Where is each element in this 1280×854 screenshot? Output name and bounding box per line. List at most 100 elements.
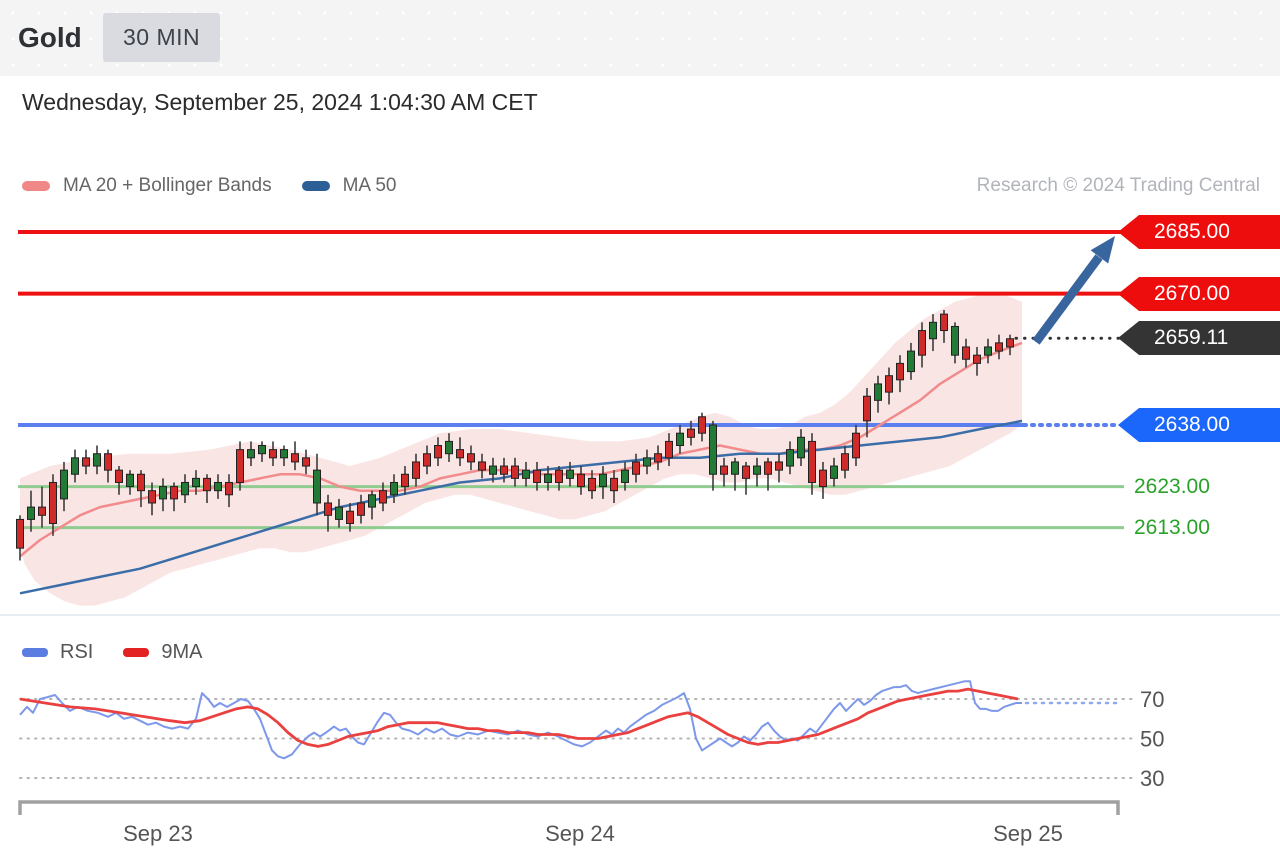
candle-body — [654, 453, 662, 463]
candle-body — [412, 461, 420, 479]
x-axis-date-label: Sep 24 — [545, 821, 615, 846]
candle-body — [258, 445, 266, 455]
candle-body — [621, 469, 629, 483]
candle-body — [27, 506, 35, 520]
candle-body — [995, 342, 1003, 352]
candle-body — [852, 432, 860, 459]
top-bar: Gold 30 MIN — [0, 0, 1280, 76]
x-axis-date-label: Sep 25 — [993, 821, 1063, 846]
candle-body — [918, 330, 926, 356]
candle-body — [368, 494, 376, 508]
candle-body — [49, 481, 57, 525]
candle-body — [390, 481, 398, 496]
candle-body — [973, 354, 981, 364]
candle-body — [885, 375, 893, 393]
candle-body — [60, 469, 68, 500]
candle-body — [434, 445, 442, 459]
candle-body — [346, 510, 354, 525]
candle-body — [170, 486, 178, 500]
candle-body — [830, 465, 838, 479]
candle-body — [599, 473, 607, 488]
up-arrow-head-icon — [1090, 236, 1115, 264]
candle-body — [126, 473, 134, 488]
x-axis-bracket — [18, 800, 1120, 815]
candle-body — [302, 457, 310, 467]
candle-body — [808, 440, 816, 483]
candle-body — [115, 469, 123, 483]
candle-body — [588, 477, 596, 492]
candle-body — [940, 313, 948, 332]
rsi-tick-label: 50 — [1140, 727, 1164, 752]
candle-body — [863, 395, 871, 422]
candle-body — [203, 477, 211, 492]
candle-body — [247, 449, 255, 459]
rsi-swatch-icon — [22, 648, 48, 657]
x-axis-date-label: Sep 23 — [123, 821, 193, 846]
candle-body — [874, 383, 882, 401]
candle-body — [555, 469, 563, 483]
candle-body — [533, 469, 541, 483]
candle-body — [676, 432, 684, 447]
candle-body — [401, 473, 409, 488]
rsi-ma-legend-label: 9MA — [161, 641, 203, 663]
candle-body — [104, 453, 112, 471]
candle-body — [522, 469, 530, 479]
candle-body — [313, 469, 321, 504]
research-credit: Research © 2024 Trading Central — [976, 175, 1260, 196]
candle-body — [753, 465, 761, 475]
candle-body — [236, 449, 244, 483]
candle-body — [665, 440, 673, 459]
ma50-legend-label: MA 50 — [342, 175, 397, 196]
candle-body — [984, 346, 992, 356]
candle-body — [269, 449, 277, 459]
candle-body — [181, 481, 189, 496]
candle-body — [71, 457, 79, 475]
candle-body — [709, 424, 717, 475]
up-arrow-shaft — [1032, 254, 1103, 345]
candle-body — [324, 502, 332, 516]
rsi-tick-label: 30 — [1140, 766, 1164, 791]
rsi-legend-label: RSI — [60, 641, 94, 663]
candle-body — [489, 465, 497, 475]
candle-body — [500, 465, 508, 475]
candle-body — [643, 457, 651, 467]
timeframe-badge[interactable]: 30 MIN — [103, 13, 221, 62]
candle-body — [962, 346, 970, 360]
candle-body — [907, 350, 915, 373]
rsi-legend: RSI 9MA — [22, 641, 202, 664]
candle-body — [819, 469, 827, 488]
candle-body — [467, 453, 475, 463]
candle-body — [192, 477, 200, 488]
bollinger-legend-label: MA 20 + Bollinger Bands — [63, 175, 272, 196]
candle-body — [137, 473, 145, 492]
candle-body — [225, 481, 233, 496]
candle-body — [577, 473, 585, 488]
candle-body — [82, 457, 90, 467]
candle-body — [291, 453, 299, 463]
last-price-tag: 2659.11 — [1118, 321, 1280, 355]
candle-body — [698, 416, 706, 434]
candle-body — [478, 461, 486, 471]
rsi-tick-label: 70 — [1140, 687, 1164, 712]
panel-divider — [0, 614, 1280, 616]
candle-body — [797, 436, 805, 459]
candle-body — [775, 461, 783, 471]
candle-body — [1006, 338, 1014, 348]
candle-body — [896, 362, 904, 381]
chart-datetime: Wednesday, September 25, 2024 1:04:30 AM… — [22, 89, 538, 115]
candle-body — [214, 481, 222, 492]
candle-body — [566, 469, 574, 479]
candle-body — [720, 465, 728, 475]
candle-body — [148, 490, 156, 504]
candle-body — [929, 321, 937, 340]
candle-body — [841, 453, 849, 471]
candle-body — [764, 461, 772, 475]
bollinger-swatch-icon — [22, 181, 50, 191]
candle-body — [16, 518, 24, 549]
main-legend: MA 20 + Bollinger Bands MA 50 — [22, 175, 396, 197]
rsi-ma-swatch-icon — [123, 648, 150, 657]
candle-body — [445, 440, 453, 455]
candle-body — [379, 490, 387, 504]
candle-body — [786, 449, 794, 467]
